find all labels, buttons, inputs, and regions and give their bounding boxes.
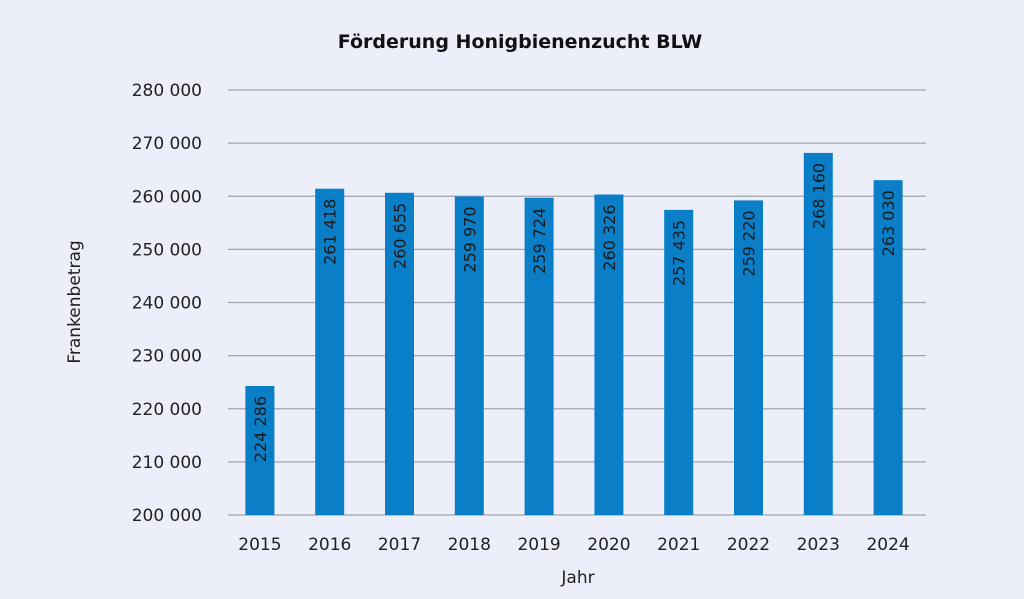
data-label: 224 286 — [251, 396, 270, 462]
data-label: 260 655 — [391, 203, 410, 269]
bar-2015 — [245, 385, 275, 515]
y-tick-label: 210 000 — [132, 453, 202, 473]
x-tick-label: 2020 — [587, 535, 630, 555]
y-tick-label: 230 000 — [132, 347, 202, 367]
y-tick-label: 200 000 — [132, 506, 202, 526]
data-label: 261 418 — [321, 199, 340, 265]
x-tick-label: 2022 — [727, 535, 770, 555]
x-tick-label: 2018 — [448, 535, 491, 555]
x-tick-label: 2019 — [517, 535, 560, 555]
bar-2018 — [454, 196, 484, 516]
data-label: 257 435 — [670, 220, 689, 286]
y-tick-label: 270 000 — [132, 134, 202, 154]
chart-title: Förderung Honigbienenzucht BLW — [338, 31, 702, 53]
x-tick-label: 2016 — [308, 535, 351, 555]
data-label: 260 326 — [600, 205, 619, 271]
y-tick-label: 280 000 — [132, 81, 202, 101]
y-tick-label: 220 000 — [132, 400, 202, 420]
bar-2024 — [873, 180, 903, 515]
data-label: 259 970 — [460, 206, 479, 272]
data-label: 259 220 — [740, 210, 759, 276]
bar-2020 — [594, 194, 624, 515]
bar-2023 — [803, 152, 833, 515]
bar-2022 — [734, 200, 763, 516]
x-tick-label: 2021 — [657, 535, 700, 555]
x-tick-label: 2017 — [378, 535, 421, 555]
bar-2021 — [664, 209, 694, 515]
bar-2016 — [315, 188, 345, 516]
y-tick-label: 240 000 — [132, 294, 202, 314]
x-tick-label: 2023 — [797, 535, 840, 555]
data-label: 259 724 — [530, 208, 549, 274]
x-axis-label: Jahr — [560, 568, 594, 588]
x-tick-label: 2015 — [238, 535, 281, 555]
data-label: 268 160 — [809, 163, 828, 229]
y-axis-label: Frankenbetrag — [65, 240, 85, 363]
bar-2019 — [524, 197, 554, 515]
bar-2017 — [385, 192, 414, 515]
y-tick-label: 250 000 — [132, 240, 202, 260]
data-label: 263 030 — [879, 190, 898, 256]
y-tick-label: 260 000 — [132, 187, 202, 207]
x-tick-label: 2024 — [866, 535, 909, 555]
